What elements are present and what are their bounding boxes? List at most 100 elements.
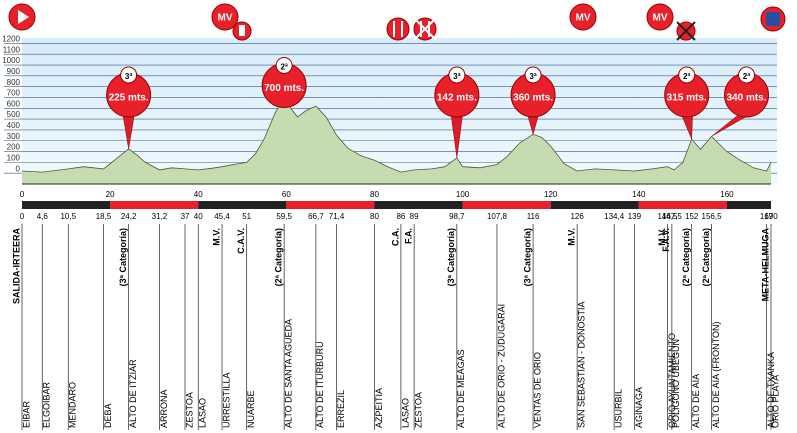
climb-category: 2ª [683, 72, 690, 81]
climb-category-badge [448, 66, 466, 84]
mv-label: MV [653, 13, 668, 24]
place-name: ALTO DE ITZIAR [128, 359, 138, 428]
km-label: 116 [527, 212, 540, 221]
y-tick-label: 100 [7, 153, 21, 162]
place-name: ZESTOA [413, 392, 423, 428]
place-name: ALTO DE ITURBURU [315, 341, 325, 428]
km-label: 24,2 [121, 212, 137, 221]
start-arrow [18, 10, 29, 24]
climb-height: 225 mts. [109, 93, 149, 104]
km-label: 71,4 [329, 212, 345, 221]
climb-height: 700 mts. [264, 83, 304, 94]
km-bar-segment [374, 201, 463, 209]
place-note: (3ª Categoría) [522, 228, 532, 286]
place-name: NUARBE [246, 390, 256, 428]
km-label: 18,5 [96, 212, 112, 221]
km-label: 80 [370, 212, 379, 221]
y-tick-label: 0 [16, 164, 21, 173]
climb-category: 3ª [529, 72, 536, 81]
km-label: 156,5 [702, 212, 723, 221]
climb-category: 3ª [125, 72, 132, 81]
km-bar-segment [286, 201, 375, 209]
place-name: ORIO PLAYA [770, 375, 780, 428]
place-note: M.V. [657, 228, 667, 246]
km-bar-segment [726, 201, 771, 209]
climb-category: 3ª [453, 72, 460, 81]
mv-icon [211, 3, 239, 31]
y-tick-label: 600 [7, 99, 21, 108]
place-name: ARRONA [159, 389, 169, 428]
place-name: VENTAS DE ORIO [532, 352, 542, 428]
km-label: 89 [410, 212, 419, 221]
km-label: 45,4 [214, 212, 230, 221]
km-label: 169 [760, 212, 774, 221]
place-note: (2ª Categoría) [681, 228, 691, 286]
place-note: C.A. [390, 228, 400, 246]
place-name: ALTO DE AIA (FRONTON) [711, 321, 721, 428]
y-tick-label: 300 [7, 132, 21, 141]
place-note: (3ª Categoría) [446, 228, 456, 286]
climb-height: 142 mts. [437, 93, 477, 104]
km-label: 86 [396, 212, 405, 221]
km-label: 59,5 [276, 212, 292, 221]
place-name: LASAO [400, 398, 410, 428]
climb-category-badge [275, 56, 293, 74]
climb-height: 315 mts. [667, 93, 707, 104]
km-label: 4,6 [37, 212, 49, 221]
km-label: 107,8 [487, 212, 508, 221]
place-name: ALTO DE AIA [691, 374, 701, 428]
mv-label: MV [576, 13, 591, 24]
profile-line [21, 96, 772, 173]
place-name: POLIGONO UBEGUN [671, 339, 681, 428]
top-icons: MV MV MV [8, 3, 786, 41]
km-label: 134,4 [604, 212, 625, 221]
km-label: 0 [20, 212, 25, 221]
km-label: 146,5 [657, 212, 678, 221]
profile-area [22, 97, 771, 184]
km-label: 98,7 [449, 212, 465, 221]
finish-flag [766, 12, 780, 26]
cutlery-crossed [413, 17, 437, 41]
x-tick-label: 120 [544, 190, 558, 199]
place-name: LASAO [198, 398, 208, 428]
y-tick-label: 1000 [2, 56, 20, 65]
km-bar-segment [110, 201, 199, 209]
place-name: DEBA [103, 403, 113, 428]
x-tick-label: 100 [456, 190, 470, 199]
cutlery [393, 21, 403, 37]
place-note: META-HELMUGA [760, 228, 770, 302]
place-note: F.A. [403, 228, 413, 244]
km-label: 126 [570, 212, 584, 221]
x-tick-label: 140 [632, 190, 646, 199]
place-name: ALTO DE MEAGAS [456, 349, 466, 428]
place-name: ALTO DE ORIO - ZUDUGARAI [496, 304, 506, 428]
mv-icon [569, 3, 597, 31]
place-name: USURBIL [614, 389, 624, 428]
climb-category-badge [678, 66, 696, 84]
climb-height: 340 mts. [727, 93, 767, 104]
km-bar-segment [550, 201, 639, 209]
km-label: 66,7 [308, 212, 324, 221]
x-tick-label: 160 [720, 190, 734, 199]
place-note: M.V. [211, 228, 221, 246]
supply-bottle [239, 25, 245, 36]
mv-icon [646, 3, 674, 31]
mv-label: MV [218, 13, 233, 24]
km-label: 31,2 [152, 212, 168, 221]
place-name: MENDARO [68, 382, 78, 428]
km-label: 152 [685, 212, 699, 221]
place-note: (2ª Categoría) [701, 228, 711, 286]
place-note: (2ª Categoría) [274, 228, 284, 286]
km-bar-segment [462, 201, 551, 209]
km-bar-segment [22, 201, 111, 209]
cross [676, 21, 696, 41]
km-label: 51 [242, 212, 251, 221]
x-tick-label: 60 [282, 190, 291, 199]
y-tick-label: 1200 [2, 35, 20, 44]
km-label: 10,5 [60, 212, 76, 221]
x-tick-label: 40 [194, 190, 203, 199]
climb-category-badge [524, 66, 542, 84]
place-name: URRESTILLA [221, 372, 231, 428]
climb-category-badge [738, 66, 756, 84]
